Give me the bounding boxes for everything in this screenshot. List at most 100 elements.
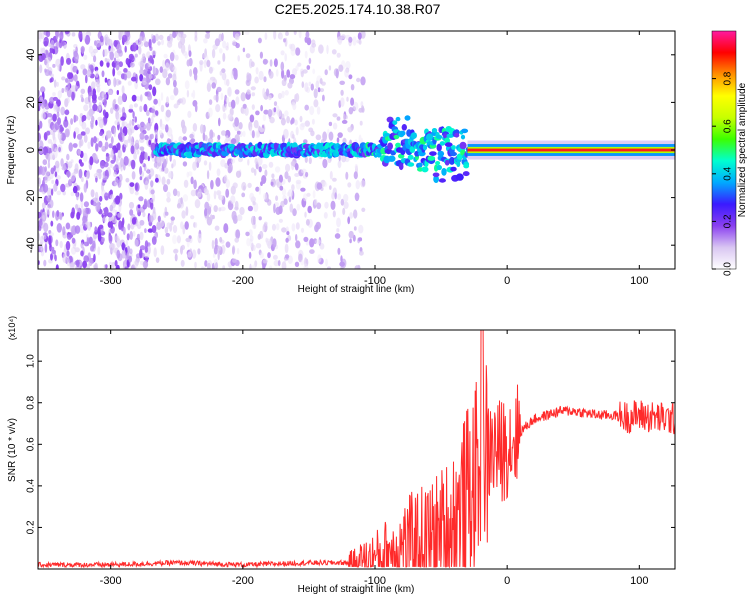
noise-mark (273, 203, 276, 214)
noise-mark (83, 201, 89, 208)
noise-mark (291, 184, 295, 191)
noise-mark (247, 159, 250, 166)
noise-mark (235, 96, 240, 105)
noise-mark (118, 202, 122, 213)
noise-mark (104, 141, 109, 150)
noise-mark (206, 82, 211, 93)
signal-mark (387, 155, 396, 162)
noise-mark (138, 61, 144, 67)
noise-mark (66, 153, 70, 161)
noise-mark (284, 254, 290, 259)
noise-mark (160, 92, 164, 101)
noise-mark (160, 104, 165, 113)
signal-mark (421, 166, 429, 173)
noise-mark (247, 205, 253, 212)
noise-mark (306, 65, 311, 70)
noise-mark (70, 172, 76, 182)
noise-mark (74, 225, 81, 234)
noise-mark (294, 261, 300, 267)
noise-mark (315, 80, 320, 89)
noise-mark (340, 198, 345, 206)
noise-mark (99, 131, 104, 136)
noise-mark (147, 245, 151, 255)
noise-mark (94, 226, 98, 233)
noise-mark (93, 136, 97, 144)
colorbar-gradient (711, 30, 737, 270)
noise-mark (148, 84, 153, 91)
noise-mark (64, 116, 68, 122)
noise-mark (187, 251, 192, 258)
noise-mark (90, 81, 96, 90)
noise-mark (358, 39, 362, 45)
noise-mark (322, 158, 328, 169)
noise-mark (275, 69, 279, 77)
x-tick-label: -200 (232, 275, 254, 287)
noise-mark (144, 151, 147, 160)
noise-mark (74, 163, 79, 173)
noise-mark (268, 71, 274, 79)
noise-mark (136, 96, 141, 102)
noise-mark (208, 66, 213, 74)
noise-mark (300, 259, 305, 266)
noise-mark (204, 33, 209, 39)
noise-mark (213, 246, 218, 255)
noise-mark (139, 154, 144, 164)
noise-mark (251, 264, 257, 269)
noise-mark (115, 195, 121, 205)
noise-mark (136, 233, 141, 241)
noise-mark (73, 74, 78, 82)
noise-mark (71, 85, 77, 93)
noise-mark (64, 86, 69, 93)
noise-mark (332, 122, 338, 130)
noise-mark (225, 135, 229, 142)
noise-mark (230, 99, 236, 109)
noise-mark (214, 237, 218, 247)
noise-mark (340, 89, 344, 96)
noise-mark (295, 179, 302, 185)
noise-mark (206, 192, 211, 202)
noise-mark (343, 113, 346, 121)
noise-mark (40, 53, 46, 61)
x-tick-label: 0 (504, 275, 510, 287)
x-tick-label: -100 (364, 575, 386, 587)
signal-mark (395, 116, 401, 122)
noise-mark (319, 78, 323, 85)
noise-mark (101, 70, 105, 78)
noise-mark (229, 264, 232, 269)
noise-mark (291, 223, 296, 232)
noise-mark (208, 107, 213, 118)
noise-mark (63, 118, 69, 128)
x-tick-label: -100 (364, 275, 386, 287)
noise-mark (311, 118, 315, 125)
noise-mark (290, 119, 293, 125)
snr-panel: -300 -200 -100 0 100 0.2 0.4 0.6 0.8 1.0 Height … (7, 316, 676, 595)
noise-mark (113, 154, 117, 162)
noise-mark (360, 31, 366, 39)
noise-mark (46, 56, 52, 63)
noise-mark (66, 234, 72, 240)
noise-mark (114, 260, 118, 267)
noise-mark (155, 177, 159, 183)
x-tick-label: 100 (630, 575, 648, 587)
noise-mark (70, 211, 75, 219)
noise-mark (146, 122, 151, 131)
noise-mark (122, 226, 126, 236)
noise-mark (197, 248, 201, 255)
noise-mark (234, 237, 239, 243)
noise-mark (194, 31, 198, 39)
noise-mark (85, 172, 89, 180)
noise-mark (52, 92, 56, 97)
noise-mark (70, 118, 74, 125)
noise-mark (322, 131, 327, 142)
noise-mark (43, 40, 49, 47)
signal-mark (462, 171, 470, 177)
noise-mark (236, 247, 240, 255)
noise-mark (45, 206, 51, 215)
noise-mark (353, 101, 359, 111)
noise-mark (166, 178, 171, 185)
noise-mark (279, 185, 284, 191)
noise-mark (187, 110, 192, 118)
noise-mark (125, 70, 132, 79)
noise-mark (86, 111, 92, 121)
noise-mark (208, 161, 212, 171)
